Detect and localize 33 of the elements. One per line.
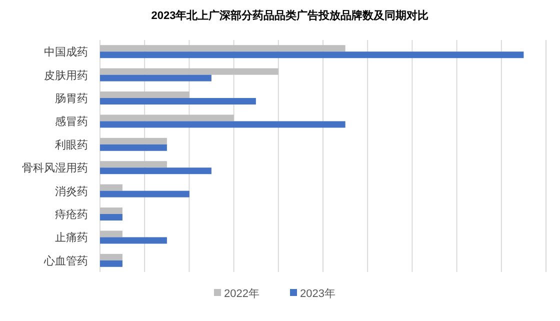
- y-tick-label: 中国成药: [44, 46, 88, 59]
- y-tick-label: 肠胃药: [55, 92, 88, 105]
- bar: [100, 52, 524, 58]
- bar: [100, 144, 167, 151]
- legend-label: 2023年: [300, 288, 336, 300]
- bar: [100, 98, 256, 104]
- bar: [100, 68, 278, 75]
- y-tick-label: 皮肤用药: [44, 68, 88, 82]
- bar: [100, 184, 122, 191]
- chart-title: 2023年北上广深部分药品品类广告投放品牌数及同期对比: [151, 9, 429, 22]
- bar: [100, 92, 190, 98]
- bar: [100, 230, 122, 238]
- bar: [100, 254, 122, 260]
- bar: [100, 161, 167, 168]
- legend-label: 2022年: [224, 288, 260, 300]
- y-tick-label: 痔疮药: [55, 208, 88, 221]
- bar: [100, 208, 122, 214]
- y-tick-label: 心血管药: [43, 254, 88, 268]
- y-tick-label: 骨科风湿用药: [22, 162, 88, 175]
- y-tick-label: 感冒药: [55, 115, 88, 128]
- bar: [100, 214, 122, 220]
- y-tick-label: 利眼药: [55, 138, 88, 152]
- bar: [100, 168, 212, 174]
- y-tick-label: 消炎药: [55, 184, 88, 198]
- bar: [100, 121, 346, 128]
- bar: [100, 237, 167, 244]
- y-tick-label: 止痛药: [55, 231, 88, 244]
- bar: [100, 74, 212, 82]
- bar: [100, 45, 346, 52]
- bar: [100, 260, 122, 267]
- bar: [100, 114, 234, 122]
- bar: [100, 138, 167, 144]
- bar: [100, 190, 190, 198]
